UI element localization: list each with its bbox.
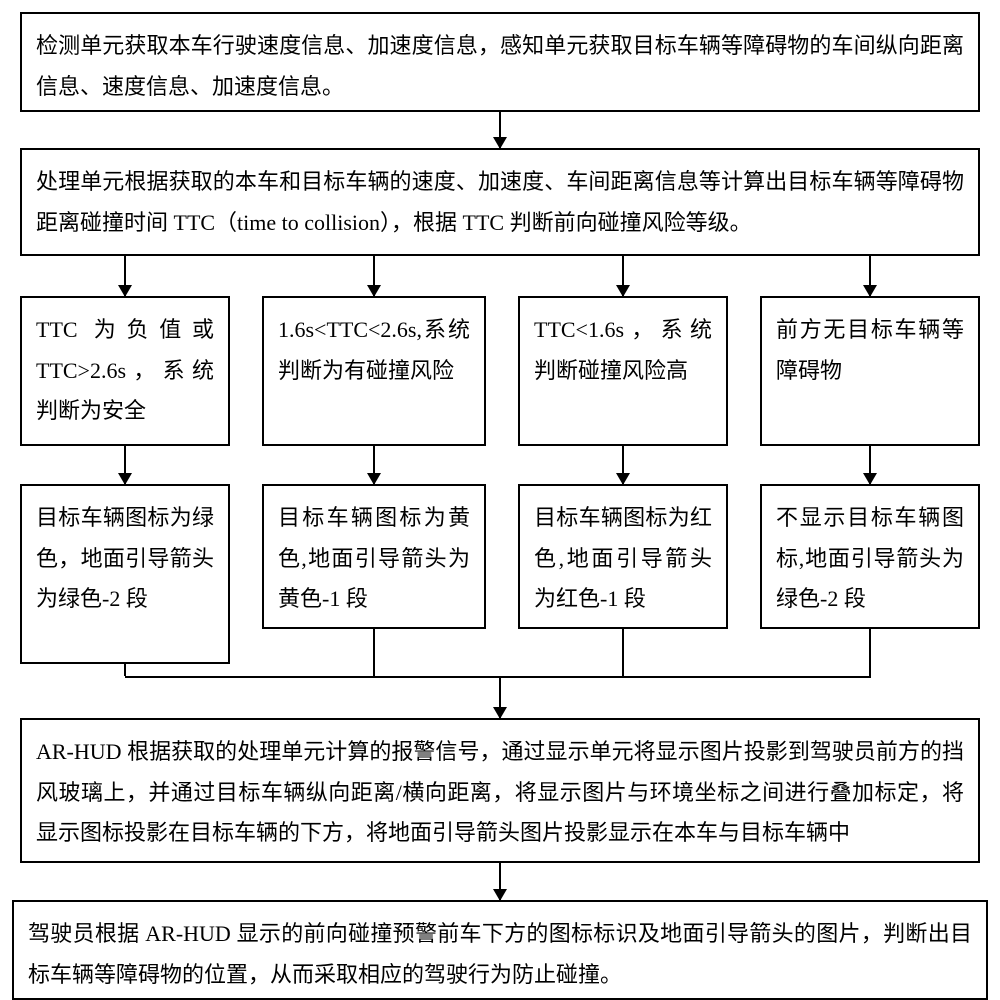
connector	[869, 629, 871, 676]
box-icon-green: 目标车辆图标为绿色，地面引导箭头为绿色-2 段	[20, 484, 230, 664]
box-ttc-safe: TTC 为负值或TTC>2.6s，系统判断为安全	[20, 296, 230, 446]
text: 检测单元获取本车行驶速度信息、加速度信息，感知单元获取目标车辆等障碍物的车间纵向…	[36, 26, 964, 107]
text: TTC 为负值或TTC>2.6s，系统判断为安全	[36, 310, 214, 432]
arrow	[124, 446, 126, 484]
text: 1.6s<TTC<2.6s,系统判断为有碰撞风险	[278, 310, 470, 391]
text: 不显示目标车辆图标,地面引导箭头为绿色-2 段	[776, 498, 964, 620]
box-no-target: 前方无目标车辆等障碍物	[760, 296, 980, 446]
box-icon-yellow: 目标车辆图标为黄色,地面引导箭头为黄色-1 段	[262, 484, 486, 629]
arrow	[124, 256, 126, 296]
text: AR-HUD 根据获取的处理单元计算的报警信号，通过显示单元将显示图片投影到驾驶…	[36, 732, 964, 854]
arrow	[499, 112, 501, 148]
arrow	[373, 446, 375, 484]
box-processing: 处理单元根据获取的本车和目标车辆的速度、加速度、车间距离信息等计算出目标车辆等障…	[20, 148, 980, 256]
box-ttc-risk: 1.6s<TTC<2.6s,系统判断为有碰撞风险	[262, 296, 486, 446]
arrow	[869, 256, 871, 296]
box-driver: 驾驶员根据 AR-HUD 显示的前向碰撞预警前车下方的图标标识及地面引导箭头的图…	[12, 900, 988, 1000]
flowchart-canvas: 检测单元获取本车行驶速度信息、加速度信息，感知单元获取目标车辆等障碍物的车间纵向…	[0, 0, 1000, 935]
arrow	[373, 256, 375, 296]
text: 前方无目标车辆等障碍物	[776, 310, 964, 391]
text: 目标车辆图标为绿色，地面引导箭头为绿色-2 段	[36, 498, 214, 620]
arrow	[622, 256, 624, 296]
text: 目标车辆图标为红色,地面引导箭头为红色-1 段	[534, 498, 712, 620]
text: TTC<1.6s，系统判断碰撞风险高	[534, 310, 712, 391]
box-ttc-high: TTC<1.6s，系统判断碰撞风险高	[518, 296, 728, 446]
connector	[622, 629, 624, 676]
arrow	[869, 446, 871, 484]
box-icon-none: 不显示目标车辆图标,地面引导箭头为绿色-2 段	[760, 484, 980, 629]
arrow	[499, 676, 501, 718]
merge-line	[125, 676, 871, 678]
connector	[373, 629, 375, 676]
box-detection: 检测单元获取本车行驶速度信息、加速度信息，感知单元获取目标车辆等障碍物的车间纵向…	[20, 12, 980, 112]
text: 驾驶员根据 AR-HUD 显示的前向碰撞预警前车下方的图标标识及地面引导箭头的图…	[28, 914, 972, 995]
arrow	[622, 446, 624, 484]
box-arhud: AR-HUD 根据获取的处理单元计算的报警信号，通过显示单元将显示图片投影到驾驶…	[20, 718, 980, 863]
connector	[124, 664, 126, 676]
text: 处理单元根据获取的本车和目标车辆的速度、加速度、车间距离信息等计算出目标车辆等障…	[36, 162, 964, 243]
arrow	[499, 863, 501, 900]
box-icon-red: 目标车辆图标为红色,地面引导箭头为红色-1 段	[518, 484, 728, 629]
text: 目标车辆图标为黄色,地面引导箭头为黄色-1 段	[278, 498, 470, 620]
